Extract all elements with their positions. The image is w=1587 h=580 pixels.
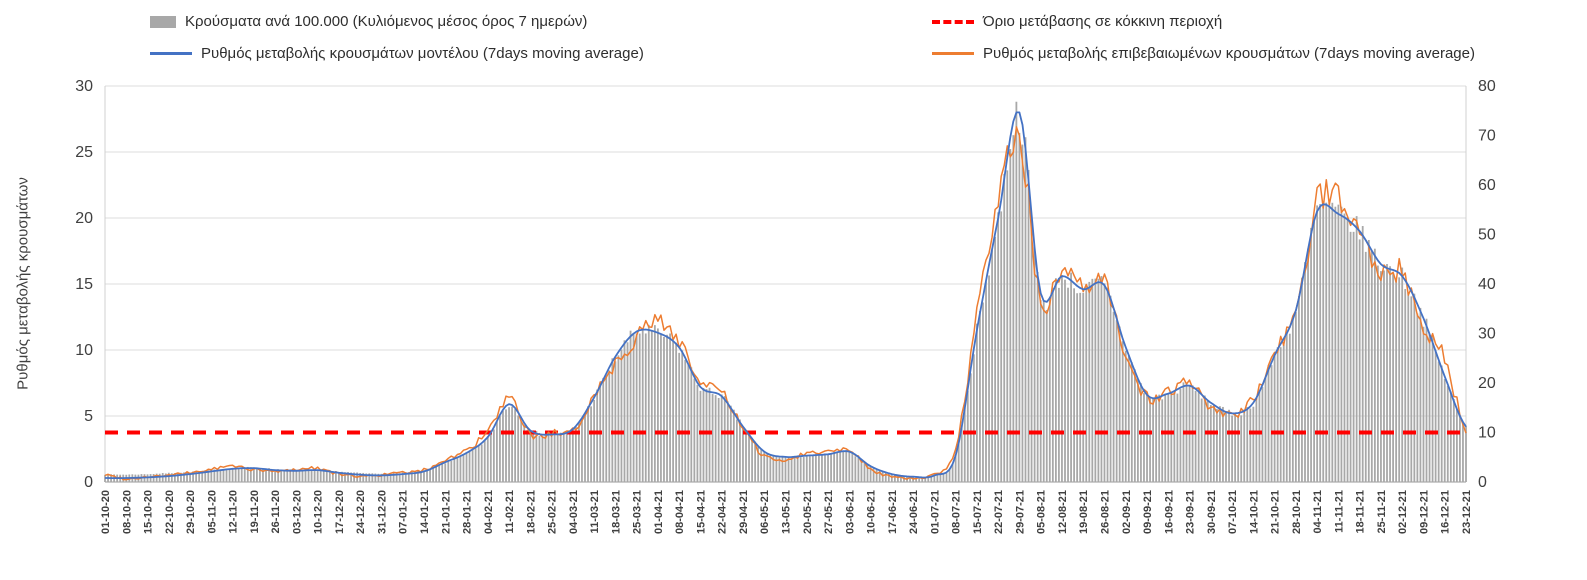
svg-text:18-02-21: 18-02-21 <box>525 490 537 534</box>
legend-item-threshold: Όριο μετάβασης σε κόκκινη περιοχή <box>932 13 1222 30</box>
svg-text:0: 0 <box>1478 474 1487 491</box>
svg-text:22-10-20: 22-10-20 <box>164 490 176 534</box>
svg-text:25: 25 <box>75 144 93 161</box>
legend-confirmed-label: Ρυθμός μεταβολής επιβεβαιωμένων κρουσμάτ… <box>983 45 1475 62</box>
svg-text:0: 0 <box>84 474 93 491</box>
svg-text:07-01-21: 07-01-21 <box>398 490 410 534</box>
svg-text:80: 80 <box>1478 78 1496 95</box>
svg-text:02-12-21: 02-12-21 <box>1397 490 1409 534</box>
svg-text:08-04-21: 08-04-21 <box>674 490 686 534</box>
legend-bars-label: Κρούσματα ανά 100.000 (Κυλιόμενος μέσος … <box>185 13 588 30</box>
svg-text:30: 30 <box>75 78 93 95</box>
svg-text:05-11-20: 05-11-20 <box>206 490 218 533</box>
svg-text:12-11-20: 12-11-20 <box>228 490 240 533</box>
svg-text:29-04-21: 29-04-21 <box>738 490 750 534</box>
svg-text:21-10-21: 21-10-21 <box>1270 490 1282 534</box>
svg-text:09-09-21: 09-09-21 <box>1142 490 1154 534</box>
svg-text:17-12-20: 17-12-20 <box>334 490 346 534</box>
svg-text:22-07-21: 22-07-21 <box>993 490 1005 534</box>
svg-text:20: 20 <box>75 210 93 227</box>
legend-model-label: Ρυθμός μεταβολής κρουσμάτων μοντέλου (7d… <box>201 45 644 62</box>
svg-text:11-11-21: 11-11-21 <box>1333 490 1345 533</box>
svg-text:01-10-20: 01-10-20 <box>100 490 112 534</box>
svg-text:04-11-21: 04-11-21 <box>1312 490 1324 533</box>
svg-text:19-08-21: 19-08-21 <box>1078 490 1090 534</box>
svg-text:06-05-21: 06-05-21 <box>759 490 771 534</box>
svg-text:15-07-21: 15-07-21 <box>972 490 984 534</box>
svg-text:30-09-21: 30-09-21 <box>1206 490 1218 534</box>
svg-text:27-05-21: 27-05-21 <box>823 490 835 534</box>
svg-text:19-11-20: 19-11-20 <box>249 490 261 533</box>
svg-text:14-01-21: 14-01-21 <box>419 490 431 534</box>
bars-series-swatch-icon <box>150 15 176 28</box>
svg-text:09-12-21: 09-12-21 <box>1418 490 1430 534</box>
svg-text:31-12-20: 31-12-20 <box>376 490 388 534</box>
svg-text:40: 40 <box>1478 276 1496 293</box>
svg-text:11-03-21: 11-03-21 <box>589 490 601 533</box>
confirmed-line-swatch-icon <box>932 52 974 55</box>
svg-text:26-08-21: 26-08-21 <box>1099 490 1111 534</box>
svg-text:24-12-20: 24-12-20 <box>355 490 367 534</box>
svg-text:04-02-21: 04-02-21 <box>483 490 495 534</box>
svg-text:12-08-21: 12-08-21 <box>1057 490 1069 534</box>
svg-text:13-05-21: 13-05-21 <box>781 490 793 534</box>
svg-text:08-07-21: 08-07-21 <box>951 490 963 534</box>
svg-text:16-09-21: 16-09-21 <box>1163 490 1175 534</box>
svg-text:24-06-21: 24-06-21 <box>908 490 920 534</box>
svg-text:04-03-21: 04-03-21 <box>568 490 580 534</box>
svg-text:07-10-21: 07-10-21 <box>1227 490 1239 534</box>
svg-text:10: 10 <box>1478 425 1496 442</box>
svg-text:20-05-21: 20-05-21 <box>802 490 814 534</box>
svg-text:20: 20 <box>1478 375 1496 392</box>
svg-text:08-10-20: 08-10-20 <box>121 490 133 534</box>
svg-text:30: 30 <box>1478 326 1496 343</box>
svg-text:26-11-20: 26-11-20 <box>270 490 282 533</box>
svg-text:01-04-21: 01-04-21 <box>653 490 665 534</box>
svg-text:22-04-21: 22-04-21 <box>717 490 729 534</box>
svg-text:23-12-21: 23-12-21 <box>1461 490 1473 534</box>
svg-text:18-11-21: 18-11-21 <box>1355 490 1367 533</box>
legend-item-model: Ρυθμός μεταβολής κρουσμάτων μοντέλου (7d… <box>150 45 644 62</box>
svg-text:28-01-21: 28-01-21 <box>462 490 474 534</box>
svg-text:25-11-21: 25-11-21 <box>1376 490 1388 533</box>
svg-text:10-12-20: 10-12-20 <box>313 490 325 534</box>
svg-text:50: 50 <box>1478 227 1496 244</box>
svg-text:10-06-21: 10-06-21 <box>866 490 878 534</box>
svg-text:25-02-21: 25-02-21 <box>547 490 559 534</box>
svg-text:29-07-21: 29-07-21 <box>1014 490 1026 534</box>
svg-text:17-06-21: 17-06-21 <box>887 490 899 534</box>
threshold-dashed-line-swatch-icon <box>932 19 974 24</box>
legend-threshold-label: Όριο μετάβασης σε κόκκινη περιοχή <box>983 13 1223 30</box>
svg-text:29-10-20: 29-10-20 <box>185 490 197 534</box>
svg-text:15-04-21: 15-04-21 <box>695 490 707 534</box>
model-line-swatch-icon <box>150 52 192 55</box>
svg-text:23-09-21: 23-09-21 <box>1185 490 1197 534</box>
svg-text:18-03-21: 18-03-21 <box>610 490 622 534</box>
svg-text:15: 15 <box>75 276 93 293</box>
svg-text:11-02-21: 11-02-21 <box>504 490 516 533</box>
svg-text:02-09-21: 02-09-21 <box>1121 490 1133 534</box>
svg-text:15-10-20: 15-10-20 <box>143 490 155 534</box>
legend-item-bars: Κρούσματα ανά 100.000 (Κυλιόμενος μέσος … <box>150 13 587 30</box>
svg-text:14-10-21: 14-10-21 <box>1248 490 1260 534</box>
legend-item-confirmed: Ρυθμός μεταβολής επιβεβαιωμένων κρουσμάτ… <box>932 45 1475 62</box>
svg-text:5: 5 <box>84 408 93 425</box>
svg-text:03-12-20: 03-12-20 <box>291 490 303 534</box>
svg-text:70: 70 <box>1478 128 1496 145</box>
svg-text:01-07-21: 01-07-21 <box>929 490 941 534</box>
svg-text:21-01-21: 21-01-21 <box>440 490 452 534</box>
svg-text:25-03-21: 25-03-21 <box>632 490 644 534</box>
svg-text:28-10-21: 28-10-21 <box>1291 490 1303 534</box>
svg-text:10: 10 <box>75 342 93 359</box>
svg-text:16-12-21: 16-12-21 <box>1440 490 1452 534</box>
svg-text:60: 60 <box>1478 177 1496 194</box>
svg-text:05-08-21: 05-08-21 <box>1036 490 1048 534</box>
svg-text:03-06-21: 03-06-21 <box>844 490 856 534</box>
